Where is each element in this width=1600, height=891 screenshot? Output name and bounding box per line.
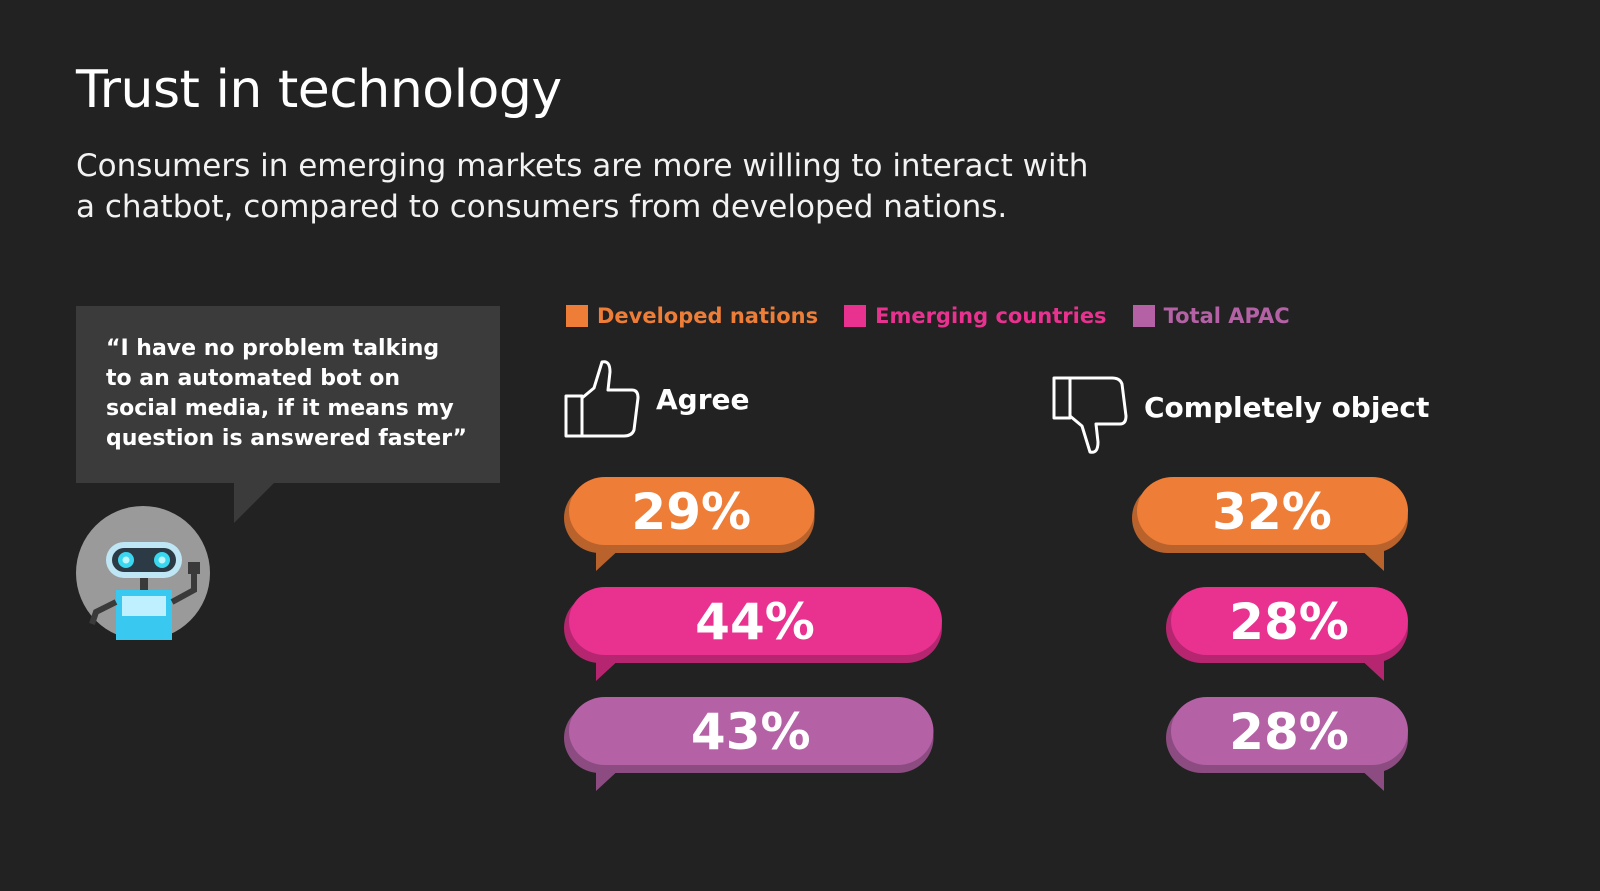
quote-speech-bubble: “I have no problem talking to an automat… bbox=[76, 306, 500, 523]
legend-swatch-developed bbox=[566, 305, 588, 327]
bubble-shadow bbox=[564, 593, 942, 663]
bubble-value-label: 32% bbox=[1212, 483, 1332, 541]
bubble-tail bbox=[1358, 767, 1384, 791]
bubble-shadow bbox=[1166, 593, 1408, 663]
bubble-shadow bbox=[564, 703, 934, 773]
bubble-body bbox=[569, 477, 815, 545]
bubble-tail bbox=[596, 657, 622, 681]
legend-label-developed: Developed nations bbox=[597, 304, 819, 328]
bubble-0-0: 29% bbox=[564, 477, 815, 571]
bubble-body bbox=[569, 587, 942, 655]
bubble-body bbox=[1137, 477, 1408, 545]
legend-item-emerging: Emerging countries bbox=[844, 304, 1107, 328]
page-title: Trust in technology bbox=[76, 60, 562, 120]
object-header: Completely object bbox=[1052, 374, 1429, 456]
bubble-shadow bbox=[1132, 483, 1408, 553]
bubble-body bbox=[1171, 697, 1408, 765]
legend-swatch-emerging bbox=[844, 305, 867, 327]
bubble-shadow bbox=[1166, 703, 1408, 773]
bubble-0-2: 43% bbox=[564, 697, 934, 791]
bubble-value-label: 29% bbox=[631, 483, 751, 541]
bubble-tail bbox=[596, 547, 622, 571]
bubble-body bbox=[1171, 587, 1408, 655]
legend-item-developed: Developed nations bbox=[566, 304, 818, 328]
chart-legend: Developed nations Emerging countries Tot… bbox=[566, 304, 1290, 328]
quote-text: “I have no problem talking to an automat… bbox=[106, 336, 467, 451]
thumbs-up-icon bbox=[564, 360, 640, 438]
object-label: Completely object bbox=[1144, 390, 1430, 424]
bubble-value-label: 28% bbox=[1229, 703, 1349, 761]
legend-label-apac: Total APAC bbox=[1163, 304, 1290, 328]
agree-label: Agree bbox=[656, 382, 750, 416]
bubble-0-1: 44% bbox=[564, 587, 942, 681]
bubble-1-2: 28% bbox=[1166, 697, 1408, 791]
page-subtitle: Consumers in emerging markets are more w… bbox=[76, 148, 1089, 225]
agree-header: Agree bbox=[564, 358, 750, 440]
bubble-tail bbox=[596, 767, 622, 791]
bubble-tail bbox=[1358, 547, 1384, 571]
robot-avatar-icon bbox=[76, 506, 210, 640]
thumbs-down-icon bbox=[1052, 376, 1128, 454]
bubble-value-label: 43% bbox=[691, 703, 811, 761]
bubble-1-1: 28% bbox=[1166, 587, 1408, 681]
bubble-value-label: 44% bbox=[695, 593, 815, 651]
legend-item-apac: Total APAC bbox=[1132, 304, 1290, 328]
legend-label-emerging: Emerging countries bbox=[875, 304, 1107, 328]
bubble-tail bbox=[1358, 657, 1384, 681]
bubble-1-0: 32% bbox=[1132, 477, 1408, 571]
bubble-body bbox=[569, 697, 934, 765]
legend-swatch-apac bbox=[1132, 305, 1155, 327]
bubble-value-label: 28% bbox=[1229, 593, 1349, 651]
bubble-shadow bbox=[564, 483, 815, 553]
